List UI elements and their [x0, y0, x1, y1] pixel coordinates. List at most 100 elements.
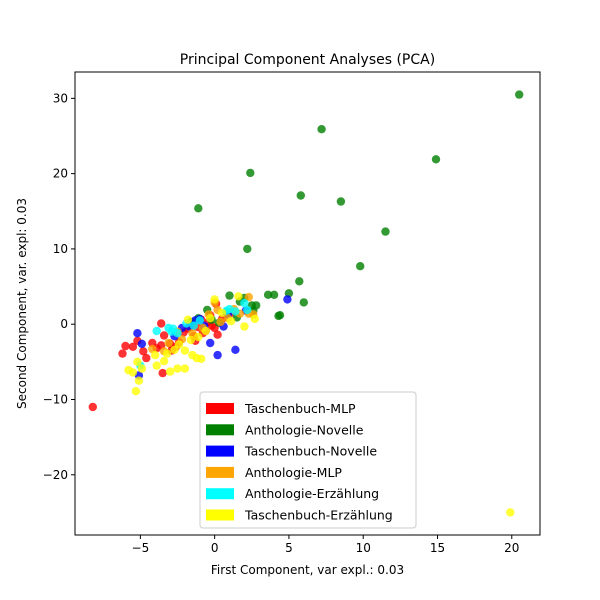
legend-swatch-0 [206, 403, 234, 414]
point-series-4-5 [173, 329, 182, 338]
legend-box [199, 391, 417, 529]
point-series-1-5 [336, 197, 346, 206]
legend-swatch-5 [206, 509, 234, 521]
point-series-5-10 [173, 364, 182, 373]
point-series-2-1 [231, 345, 240, 354]
legend-label-4: Anthologie-Erzählung [245, 486, 379, 501]
point-series-1-8 [243, 244, 252, 254]
point-series-2-4 [133, 329, 142, 338]
x-tick-label-3: 10 [356, 541, 371, 555]
point-series-5-4 [124, 365, 133, 375]
point-series-5-18 [151, 350, 160, 360]
legend: Taschenbuch-MLP Anthologie-Novelle Taschen… [199, 391, 417, 529]
point-series-5-27 [234, 292, 243, 301]
chart-title: Principal Component Analyses (PCA) [180, 52, 435, 68]
point-series-1-9 [356, 262, 365, 271]
y-axis-title: Second Component, var. expl: 0.03 [15, 198, 29, 409]
y-tick-label-5: 30 [53, 91, 68, 105]
point-series-5-5 [133, 357, 142, 366]
point-series-2-5 [137, 339, 147, 348]
y-tick-label-2: 0 [60, 317, 68, 331]
point-series-5-8 [159, 356, 169, 366]
legend-label-1: Anthologie-Novelle [245, 422, 364, 437]
point-series-5-2 [134, 376, 144, 385]
point-series-3-5 [216, 317, 225, 327]
legend-swatch-4 [206, 488, 234, 500]
legend-label-3: Anthologie-MLP [245, 465, 342, 480]
point-series-5-14 [197, 354, 206, 363]
point-series-2-2 [213, 350, 222, 360]
point-series-5-21 [194, 332, 203, 342]
point-series-1-7 [381, 227, 390, 236]
point-series-2-10 [206, 338, 215, 348]
point-series-0-11 [158, 368, 167, 378]
point-series-1-14 [269, 290, 279, 299]
point-series-1-13 [263, 290, 273, 299]
y-axis-ticks: −20 −10 0 10 20 30 [43, 91, 75, 482]
point-series-4-8 [195, 316, 204, 325]
point-series-5-19 [174, 340, 184, 349]
point-series-5-17 [162, 349, 172, 358]
point-series-5-25 [210, 295, 219, 304]
y-tick-label-4: 20 [53, 167, 68, 181]
point-series-0-28 [213, 330, 222, 339]
point-series-4-11 [231, 307, 240, 316]
point-series-1-22 [252, 301, 261, 310]
x-tick-label-5: 20 [504, 541, 519, 555]
point-series-4-13 [243, 305, 252, 315]
x-tick-label-2: 5 [285, 541, 293, 555]
point-series-0-0 [88, 402, 98, 412]
point-series-1-2 [431, 155, 441, 164]
point-series-4-7 [189, 321, 198, 330]
x-axis-title: First Component, var expl.: 0.03 [211, 563, 404, 577]
y-tick-label-1: −10 [43, 392, 68, 406]
plot-area-frame [74, 71, 541, 536]
point-series-5-0 [506, 508, 515, 517]
x-tick-label-1: 0 [211, 541, 219, 555]
point-series-5-26 [217, 308, 227, 318]
point-series-5-24 [206, 314, 215, 323]
point-series-1-4 [296, 191, 305, 200]
point-series-1-10 [295, 277, 304, 286]
legend-swatch-2 [206, 445, 234, 457]
y-tick-label-3: 10 [53, 242, 68, 256]
point-series-5-22 [201, 326, 210, 336]
legend-label-0: Taschenbuch-MLP [244, 401, 356, 416]
point-series-0-12 [159, 331, 169, 340]
legend-label-2: Taschenbuch-Novelle [244, 444, 377, 459]
y-tick-label-0: −20 [43, 468, 68, 482]
point-series-1-12 [299, 298, 308, 307]
point-series-5-15 [180, 346, 190, 355]
point-series-5-28 [250, 314, 259, 324]
point-series-5-20 [186, 335, 196, 345]
point-series-5-6 [137, 364, 147, 373]
x-axis-ticks: −5 0 5 10 15 20 [132, 535, 519, 555]
point-series-1-3 [246, 168, 255, 178]
point-series-0-1 [118, 349, 127, 358]
point-series-1-16 [274, 311, 283, 321]
data-points [88, 90, 524, 517]
point-series-1-0 [515, 90, 524, 99]
point-series-5-9 [165, 367, 175, 376]
point-series-5-23 [183, 315, 193, 324]
point-series-4-1 [152, 326, 161, 336]
point-series-2-0 [283, 295, 292, 304]
point-series-0-2 [121, 341, 130, 351]
point-series-3-0 [244, 292, 253, 302]
point-series-1-6 [194, 204, 203, 213]
point-series-0-3 [128, 342, 138, 351]
point-series-5-1 [131, 387, 141, 396]
legend-label-5: Taschenbuch-Erzählung [244, 508, 393, 523]
point-series-5-30 [226, 317, 236, 326]
point-series-0-6 [142, 353, 151, 363]
point-series-5-29 [240, 322, 249, 331]
point-series-1-17 [225, 291, 234, 300]
point-series-0-10 [157, 319, 166, 328]
point-series-1-1 [317, 125, 326, 134]
point-series-0-5 [139, 347, 148, 356]
point-series-3-13 [164, 338, 173, 348]
legend-swatch-1 [206, 424, 234, 436]
x-tick-label-4: 15 [430, 541, 445, 555]
point-series-4-12 [240, 298, 249, 308]
